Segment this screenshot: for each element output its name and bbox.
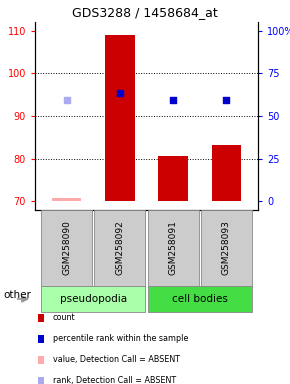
- Bar: [201, 210, 252, 286]
- Point: [224, 97, 229, 103]
- Bar: [105, 35, 135, 202]
- Text: GSM258092: GSM258092: [115, 221, 124, 275]
- Bar: [211, 145, 241, 202]
- Text: count: count: [53, 313, 76, 322]
- Text: GDS3288 / 1458684_at: GDS3288 / 1458684_at: [72, 6, 218, 19]
- Text: cell bodies: cell bodies: [172, 294, 228, 304]
- Bar: [41, 286, 146, 312]
- Text: value, Detection Call = ABSENT: value, Detection Call = ABSENT: [53, 355, 180, 364]
- Point: [65, 97, 69, 103]
- Bar: [95, 210, 146, 286]
- Bar: [52, 199, 81, 202]
- Text: pseudopodia: pseudopodia: [60, 294, 127, 304]
- Text: percentile rank within the sample: percentile rank within the sample: [53, 334, 188, 343]
- Point: [171, 97, 175, 103]
- Text: GSM258090: GSM258090: [62, 220, 71, 275]
- Bar: [148, 286, 252, 312]
- Text: GSM258093: GSM258093: [222, 220, 231, 275]
- Text: GSM258091: GSM258091: [168, 220, 177, 275]
- Bar: [158, 156, 188, 202]
- Text: other: other: [3, 290, 31, 300]
- Bar: [148, 210, 199, 286]
- Point: [118, 90, 122, 96]
- Text: rank, Detection Call = ABSENT: rank, Detection Call = ABSENT: [53, 376, 176, 384]
- Bar: [41, 210, 92, 286]
